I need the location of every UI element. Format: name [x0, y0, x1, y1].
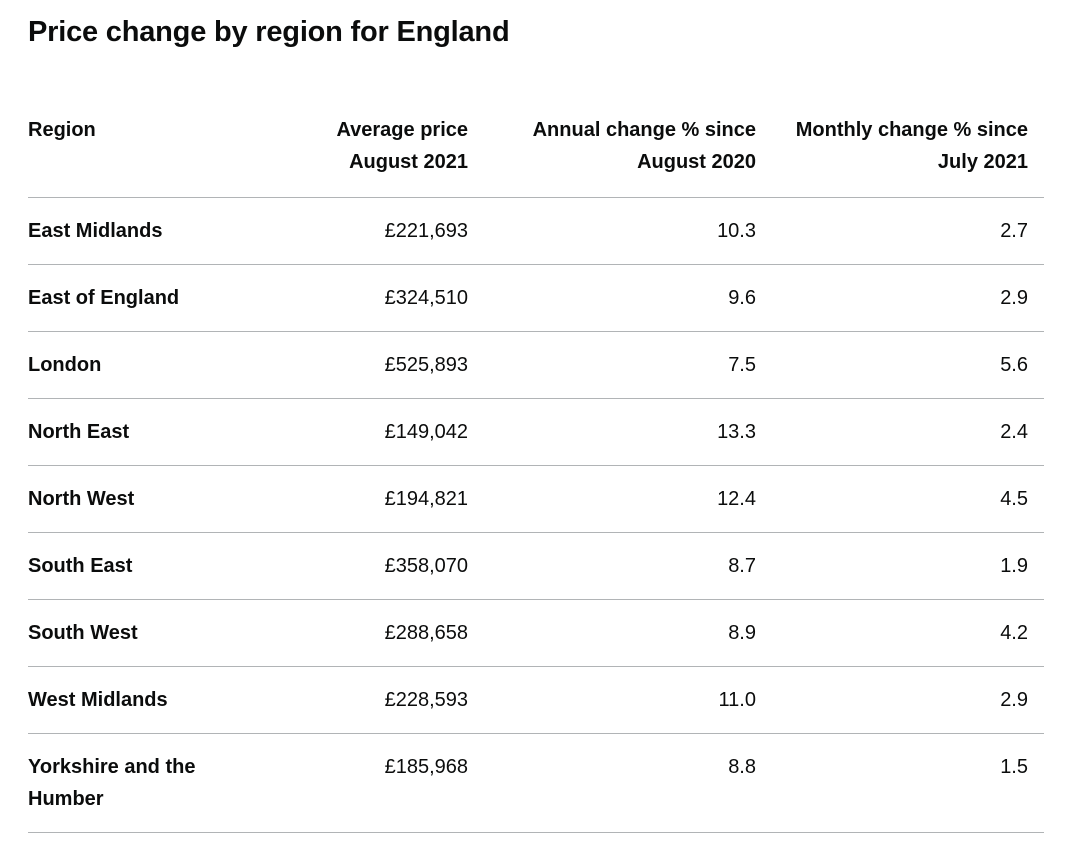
- price-cell: £194,821: [228, 465, 468, 533]
- table-row: North West £194,821 12.4 4.5: [28, 465, 1044, 533]
- monthly-header-line1: Monthly change % since: [795, 119, 1028, 141]
- annual-change-cell: 12.4: [468, 465, 756, 533]
- region-cell: North East: [28, 398, 228, 466]
- annual-header-line1: Annual change % since: [532, 119, 756, 141]
- page-title: Price change by region for England: [28, 16, 510, 48]
- price-cell: £228,593: [228, 666, 468, 734]
- region-cell: South West: [28, 599, 228, 667]
- monthly-change-cell: 1.5: [756, 733, 1044, 833]
- annual-change-cell: 7.5: [468, 331, 756, 399]
- monthly-change-cell: 2.9: [756, 666, 1044, 734]
- monthly-change-cell: 5.6: [756, 331, 1044, 399]
- monthly-change-cell: 4.2: [756, 599, 1044, 667]
- price-cell: £185,968: [228, 733, 468, 833]
- annual-change-cell: 13.3: [468, 398, 756, 466]
- monthly-change-cell: 2.4: [756, 398, 1044, 466]
- column-header-average-price: Average price August 2021: [228, 114, 468, 198]
- price-cell: £525,893: [228, 331, 468, 399]
- annual-header-line2: August 2020: [637, 151, 756, 173]
- price-cell: £324,510: [228, 264, 468, 332]
- table-row: East Midlands £221,693 10.3 2.7: [28, 197, 1044, 265]
- table-row: North East £149,042 13.3 2.4: [28, 398, 1044, 466]
- monthly-change-cell: 4.5: [756, 465, 1044, 533]
- region-cell: West Midlands: [28, 666, 228, 734]
- price-change-table: Region Average price August 2021 Annual …: [28, 114, 1044, 833]
- table-row: Yorkshire and the Humber £185,968 8.8 1.…: [28, 733, 1044, 833]
- table-row: East of England £324,510 9.6 2.9: [28, 264, 1044, 332]
- annual-change-cell: 11.0: [468, 666, 756, 734]
- monthly-change-cell: 2.9: [756, 264, 1044, 332]
- table-body: East Midlands £221,693 10.3 2.7 East of …: [28, 197, 1044, 833]
- table-row: South East £358,070 8.7 1.9: [28, 532, 1044, 600]
- monthly-header-line2: July 2021: [937, 151, 1028, 173]
- table-row: West Midlands £228,593 11.0 2.9: [28, 666, 1044, 734]
- annual-change-cell: 10.3: [468, 197, 756, 265]
- column-header-monthly-change: Monthly change % since July 2021: [756, 114, 1044, 198]
- region-cell: Yorkshire and the Humber: [28, 733, 228, 833]
- price-cell: £221,693: [228, 197, 468, 265]
- annual-change-cell: 8.9: [468, 599, 756, 667]
- header-row: Region Average price August 2021 Annual …: [28, 114, 1044, 198]
- monthly-change-cell: 1.9: [756, 532, 1044, 600]
- table-row: London £525,893 7.5 5.6: [28, 331, 1044, 399]
- monthly-change-cell: 2.7: [756, 197, 1044, 265]
- annual-change-cell: 8.7: [468, 532, 756, 600]
- price-cell: £358,070: [228, 532, 468, 600]
- column-header-region: Region: [28, 114, 228, 198]
- table-header: Region Average price August 2021 Annual …: [28, 114, 1044, 198]
- price-cell: £149,042: [228, 398, 468, 466]
- region-cell: London: [28, 331, 228, 399]
- region-cell: South East: [28, 532, 228, 600]
- price-header-line1: Average price: [336, 119, 468, 141]
- region-cell: East of England: [28, 264, 228, 332]
- table-row: South West £288,658 8.9 4.2: [28, 599, 1044, 667]
- annual-change-cell: 8.8: [468, 733, 756, 833]
- region-header-label: Region: [28, 119, 96, 141]
- annual-change-cell: 9.6: [468, 264, 756, 332]
- region-cell: East Midlands: [28, 197, 228, 265]
- column-header-annual-change: Annual change % since August 2020: [468, 114, 756, 198]
- region-cell: North West: [28, 465, 228, 533]
- price-cell: £288,658: [228, 599, 468, 667]
- price-header-line2: August 2021: [349, 151, 468, 173]
